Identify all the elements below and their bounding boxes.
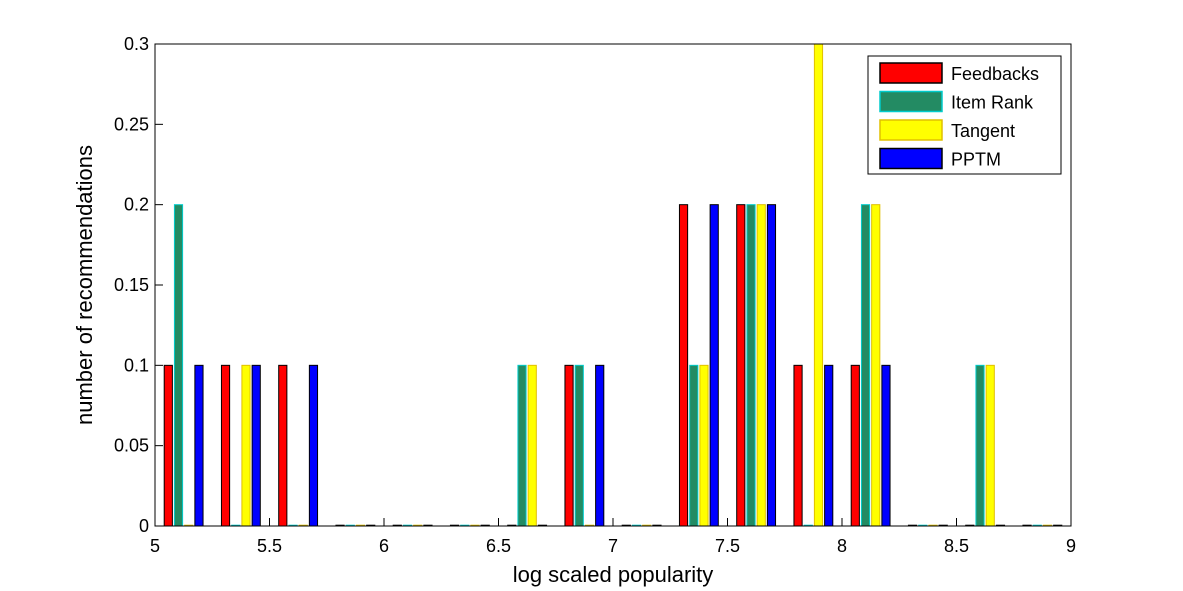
bar-tangent xyxy=(756,204,766,527)
bar-tangent xyxy=(985,364,995,527)
bars-layer xyxy=(163,43,1063,527)
bar-item-rank xyxy=(574,364,584,527)
bar-tangent xyxy=(527,364,537,527)
bar-tangent xyxy=(241,364,251,527)
bar-pptm xyxy=(881,364,891,527)
legend-label: Feedbacks xyxy=(951,64,1039,84)
bar-tangent xyxy=(813,43,824,527)
bar-pptm xyxy=(251,364,261,527)
y-tick-label: 0.05 xyxy=(114,436,149,456)
x-tick-label: 8 xyxy=(837,536,847,556)
legend-label: Item Rank xyxy=(951,93,1034,113)
bar-item-rank xyxy=(860,204,871,527)
bar-feedbacks xyxy=(278,364,288,527)
legend: Feedbacks Item Rank Tangent PPTM xyxy=(867,55,1062,175)
bar-pptm xyxy=(595,364,605,527)
y-tick-label: 0.2 xyxy=(124,195,149,215)
x-tick-label: 5.5 xyxy=(257,536,282,556)
bar-feedbacks xyxy=(793,364,803,527)
bar-feedbacks xyxy=(678,204,689,527)
bar-tangent xyxy=(699,364,709,527)
bar-pptm xyxy=(709,204,719,527)
legend-swatch xyxy=(879,119,943,141)
x-tick-label: 5 xyxy=(150,536,160,556)
bar-pptm xyxy=(824,364,834,527)
bar-item-rank xyxy=(746,204,756,527)
bar-feedbacks xyxy=(850,364,860,527)
x-tick-label: 7 xyxy=(608,536,618,556)
bar-pptm xyxy=(766,204,777,527)
y-tick-label: 0.1 xyxy=(124,355,149,375)
y-tick-label: 0.25 xyxy=(114,114,149,134)
bar-tangent xyxy=(871,204,881,527)
legend-swatch xyxy=(879,90,943,113)
x-tick-label: 6.5 xyxy=(486,536,511,556)
x-tick-label: 9 xyxy=(1066,536,1076,556)
legend-swatch xyxy=(879,62,943,84)
bar-pptm xyxy=(194,364,204,527)
x-tick-label: 8.5 xyxy=(944,536,969,556)
bar-feedbacks xyxy=(736,204,746,527)
x-tick-label: 6 xyxy=(379,536,389,556)
legend-label: Tangent xyxy=(951,121,1015,141)
bar-item-rank xyxy=(173,204,184,527)
bar-feedbacks xyxy=(220,364,231,527)
x-axis-title: log scaled popularity xyxy=(513,562,714,587)
y-tick-label: 0.15 xyxy=(114,275,149,295)
y-axis-title: number of recommendations xyxy=(72,145,97,425)
bar-item-rank xyxy=(517,364,527,527)
bar-item-rank xyxy=(975,364,985,527)
bar-feedbacks xyxy=(564,364,574,527)
y-tick-label: 0 xyxy=(139,516,149,536)
axis-ticks: 5 5.5 6 6.5 7 7.5 8 8.5 9 0 0.05 0.1 0.15 0.2 0.25 0.3 xyxy=(114,34,1076,556)
bar-feedbacks xyxy=(163,364,173,527)
bar-pptm xyxy=(308,364,319,527)
legend-swatch xyxy=(879,147,943,170)
y-tick-label: 0.3 xyxy=(124,34,149,54)
legend-label: PPTM xyxy=(951,150,1001,170)
bar-item-rank xyxy=(689,364,699,527)
x-tick-label: 7.5 xyxy=(715,536,740,556)
